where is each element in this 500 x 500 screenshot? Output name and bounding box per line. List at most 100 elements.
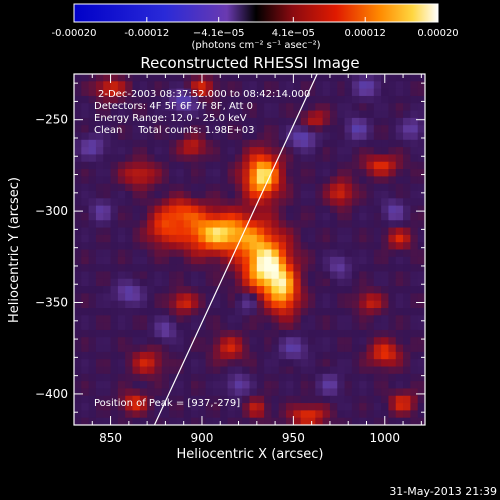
heatmap-cell (205, 74, 214, 82)
heatmap-cell (147, 344, 155, 353)
heatmap-cell (373, 103, 382, 111)
heatmap-cell (388, 220, 397, 228)
colorbar-tick-label: 0.00012 (345, 28, 386, 39)
heatmap-cell (139, 183, 148, 192)
heatmap-cell (373, 329, 382, 338)
heatmap-cell (271, 117, 280, 126)
heatmap-cell (359, 403, 367, 411)
heatmap-cell (315, 337, 324, 345)
heatmap-cell (359, 286, 367, 294)
heatmap-cell (286, 344, 294, 353)
heatmap-cell (286, 183, 294, 192)
heatmap-cell (125, 183, 133, 192)
heatmap-cell (110, 322, 119, 331)
heatmap-cell (117, 264, 126, 272)
heatmap-cell (308, 242, 316, 250)
heatmap-cell (329, 388, 338, 397)
heatmap-cell (95, 176, 104, 185)
heatmap-cell (417, 381, 425, 389)
heatmap-cell (103, 95, 111, 104)
heatmap-cell (169, 110, 177, 119)
heatmap-cell (410, 74, 419, 82)
heatmap-cell (322, 278, 331, 287)
heatmap-cell (300, 264, 309, 272)
heatmap-cell (351, 205, 360, 214)
heatmap-cell (81, 410, 90, 419)
heatmap-cell (81, 278, 90, 287)
heatmap-cell (395, 395, 404, 404)
heatmap-cell (344, 191, 353, 199)
heatmap-cell (286, 264, 294, 272)
heatmap-cell (286, 132, 294, 141)
heatmap-cell (256, 322, 265, 331)
heatmap-cell (366, 264, 375, 272)
heatmap-cell (300, 293, 309, 302)
heatmap-cell (315, 103, 324, 111)
heatmap-cell (176, 381, 185, 389)
heatmap-cell (351, 264, 360, 272)
heatmap-cell (154, 286, 163, 294)
heatmap-cell (315, 176, 324, 185)
heatmap-cell (373, 74, 382, 82)
heatmap-cell (322, 351, 331, 360)
heatmap-cell (410, 220, 419, 228)
heatmap-cell (410, 344, 419, 353)
heatmap-cell (286, 198, 294, 207)
heatmap-cell (139, 169, 148, 177)
heatmap-cell (147, 417, 155, 425)
heatmap-cell (344, 242, 353, 250)
heatmap-cell (286, 81, 294, 90)
heatmap-cell (315, 395, 324, 404)
heatmap-cell (220, 351, 228, 360)
heatmap-cell (329, 220, 338, 228)
heatmap-cell (220, 286, 228, 294)
heatmap-cell (176, 95, 185, 104)
heatmap-cell (154, 110, 163, 119)
heatmap-cell (381, 183, 389, 192)
heatmap-cell (147, 103, 155, 111)
heatmap-cell (395, 351, 404, 360)
heatmap-cell (169, 344, 177, 353)
heatmap-cell (154, 103, 163, 111)
heatmap-cell (373, 227, 382, 236)
heatmap-cell (381, 191, 389, 199)
heatmap-cell (74, 234, 82, 243)
heatmap-cell (359, 359, 367, 367)
heatmap-cell (381, 293, 389, 302)
heatmap-cell (198, 249, 207, 258)
heatmap-cell (293, 410, 302, 419)
heatmap-cell (81, 359, 90, 367)
heatmap-cell (81, 249, 90, 258)
heatmap-cell (256, 220, 265, 228)
heatmap-cell (395, 117, 404, 126)
heatmap-cell (242, 293, 250, 302)
heatmap-cell (293, 169, 302, 177)
heatmap-cell (256, 125, 265, 133)
heatmap-cell (293, 381, 302, 389)
heatmap-cell (403, 169, 411, 177)
heatmap-cell (395, 403, 404, 411)
heatmap-cell (212, 381, 221, 389)
heatmap-cell (403, 191, 411, 199)
heatmap-cell (169, 139, 177, 148)
heatmap-cell (264, 322, 272, 331)
heatmap-cell (132, 315, 141, 324)
y-axis-label: Heliocentric Y (arcsec) (7, 177, 22, 323)
heatmap-cell (329, 191, 338, 199)
heatmap-cell (278, 337, 287, 345)
heatmap-cell (183, 256, 192, 265)
heatmap-cell (249, 81, 258, 90)
heatmap-cell (293, 125, 302, 133)
heatmap-cell (256, 417, 265, 425)
heatmap-cell (191, 95, 199, 104)
heatmap-cell (169, 147, 177, 155)
heatmap-cell (329, 351, 338, 360)
heatmap-cell (344, 183, 353, 192)
heatmap-cell (169, 242, 177, 250)
heatmap-cell (366, 366, 375, 375)
heatmap-cell (256, 103, 265, 111)
heatmap-cell (351, 161, 360, 170)
heatmap-cell (220, 337, 228, 345)
heatmap-cell (110, 315, 119, 324)
heatmap-cell (344, 366, 353, 375)
